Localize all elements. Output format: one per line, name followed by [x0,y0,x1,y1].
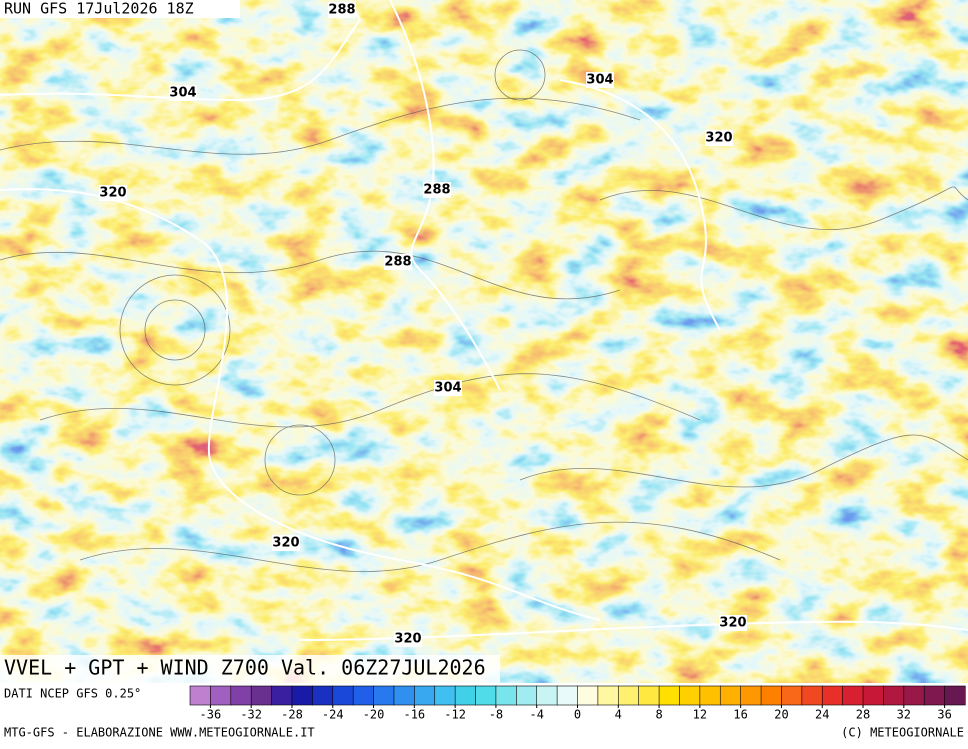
colorbar-tick-label: 0 [574,708,581,722]
colorbar-tick-label: 28 [856,708,870,722]
colorbar-swatch [760,685,783,706]
footer-left: MTG-GFS - ELABORAZIONE WWW.METEOGIORNALE… [4,726,315,740]
contour-label: 320 [272,536,299,551]
colorbar-tick-label: -4 [529,708,543,722]
colorbar-tick-label: 4 [615,708,622,722]
colorbar-swatch [516,685,538,706]
colorbar-tick-label: 12 [693,708,707,722]
colorbar-swatch [312,685,334,706]
colorbar-swatch [495,685,517,706]
colorbar-tick-label: 8 [655,708,662,722]
contour-label-bg [99,185,127,201]
contour-label-bg [434,380,462,396]
colorbar-swatch [638,685,660,706]
contour-label: 304 [169,86,196,101]
colorbar: -36 -32 -28 -24 -20 -16 -12 -8 -4 0 4 8 12 16 20 24 28 32… [189,685,966,722]
colorbar-swatch [210,685,232,706]
contour-label: 320 [394,632,421,647]
contour-label-bg [328,2,356,18]
colorbar-swatch [271,685,293,706]
colorbar-swatch [862,685,885,706]
contour-label-bg [394,631,422,647]
colorbar-swatch [679,685,701,706]
colorbar-tick-label: -32 [240,708,262,722]
colorbar-swatch [923,685,946,706]
colorbar-swatch [414,685,436,706]
colorbar-swatch [597,685,619,706]
colorbar-swatch [536,685,558,706]
colorbar-tick-label: -8 [489,708,503,722]
colorbar-swatch [699,685,721,706]
contour-label-bg [384,254,412,270]
colorbar-swatch [903,685,925,706]
contour-label-bg [169,85,197,101]
colorbar-tick-label: -24 [322,708,344,722]
colorbar-swatch [821,685,844,706]
colorbar-tick-label: -28 [281,708,303,722]
colorbar-swatch [617,685,640,706]
contour-label: 288 [384,255,411,270]
colorbar-tick-label: 36 [937,708,951,722]
colorbar-swatch [189,685,211,706]
colorbar-tick-label: 16 [733,708,747,722]
colorbar-swatch [434,685,456,706]
colorbar-swatch [781,685,803,706]
colorbar-swatch [577,685,599,706]
contour-label: 320 [99,186,126,201]
contour-label: 320 [719,616,746,631]
contour-label: 320 [705,131,732,146]
colorbar-tick-label: 24 [815,708,829,722]
colorbar-tick-label: 32 [897,708,911,722]
colorbar-swatch [454,685,477,706]
contour-label-bg [705,130,733,146]
colorbar-swatch [801,685,823,706]
colorbar-swatch [883,685,905,706]
contour-label: 304 [586,73,613,88]
colorbar-tick-label: -20 [363,708,385,722]
colorbar-tick-label: -36 [200,708,222,722]
run-label: RUN GFS 17Jul2026 18Z [4,0,194,18]
colorbar-swatch [719,685,742,706]
colorbar-swatch [556,685,579,706]
colorbar-swatch [373,685,395,706]
contour-label-bg [586,72,614,88]
colorbar-swatch [658,685,681,706]
footer-right: (C) METEOGIORNALE [841,726,964,740]
colorbar-swatch [250,685,273,706]
contour-label-bg [719,615,747,631]
streamlines [0,49,968,572]
source-label: DATI NCEP GFS 0.25° [4,687,141,701]
contour-label-bg [272,535,300,551]
contour-label-bg [423,182,451,198]
geopotential-contours [0,0,968,640]
colorbar-swatch [291,685,313,706]
vertical-velocity-field [0,0,968,683]
contour-label: 288 [328,3,355,18]
colorbar-swatch [230,685,252,706]
title-box [0,655,500,683]
contour-label: 304 [434,381,461,396]
colorbar-swatch [475,685,497,706]
run-box [0,0,240,18]
contour-label: 288 [423,183,450,198]
colorbar-swatch [332,685,354,706]
colorbar-tick-label: -16 [403,708,425,722]
colorbar-swatch [842,685,864,706]
colorbar-swatch [740,685,762,706]
map-title: VVEL + GPT + WIND Z700 Val. 06Z27JUL2026 [4,656,486,680]
colorbar-swatch [352,685,375,706]
colorbar-tick-label: 20 [774,708,788,722]
colorbar-tick-label: -12 [444,708,466,722]
colorbar-swatch [393,685,415,706]
colorbar-swatch [944,685,966,706]
